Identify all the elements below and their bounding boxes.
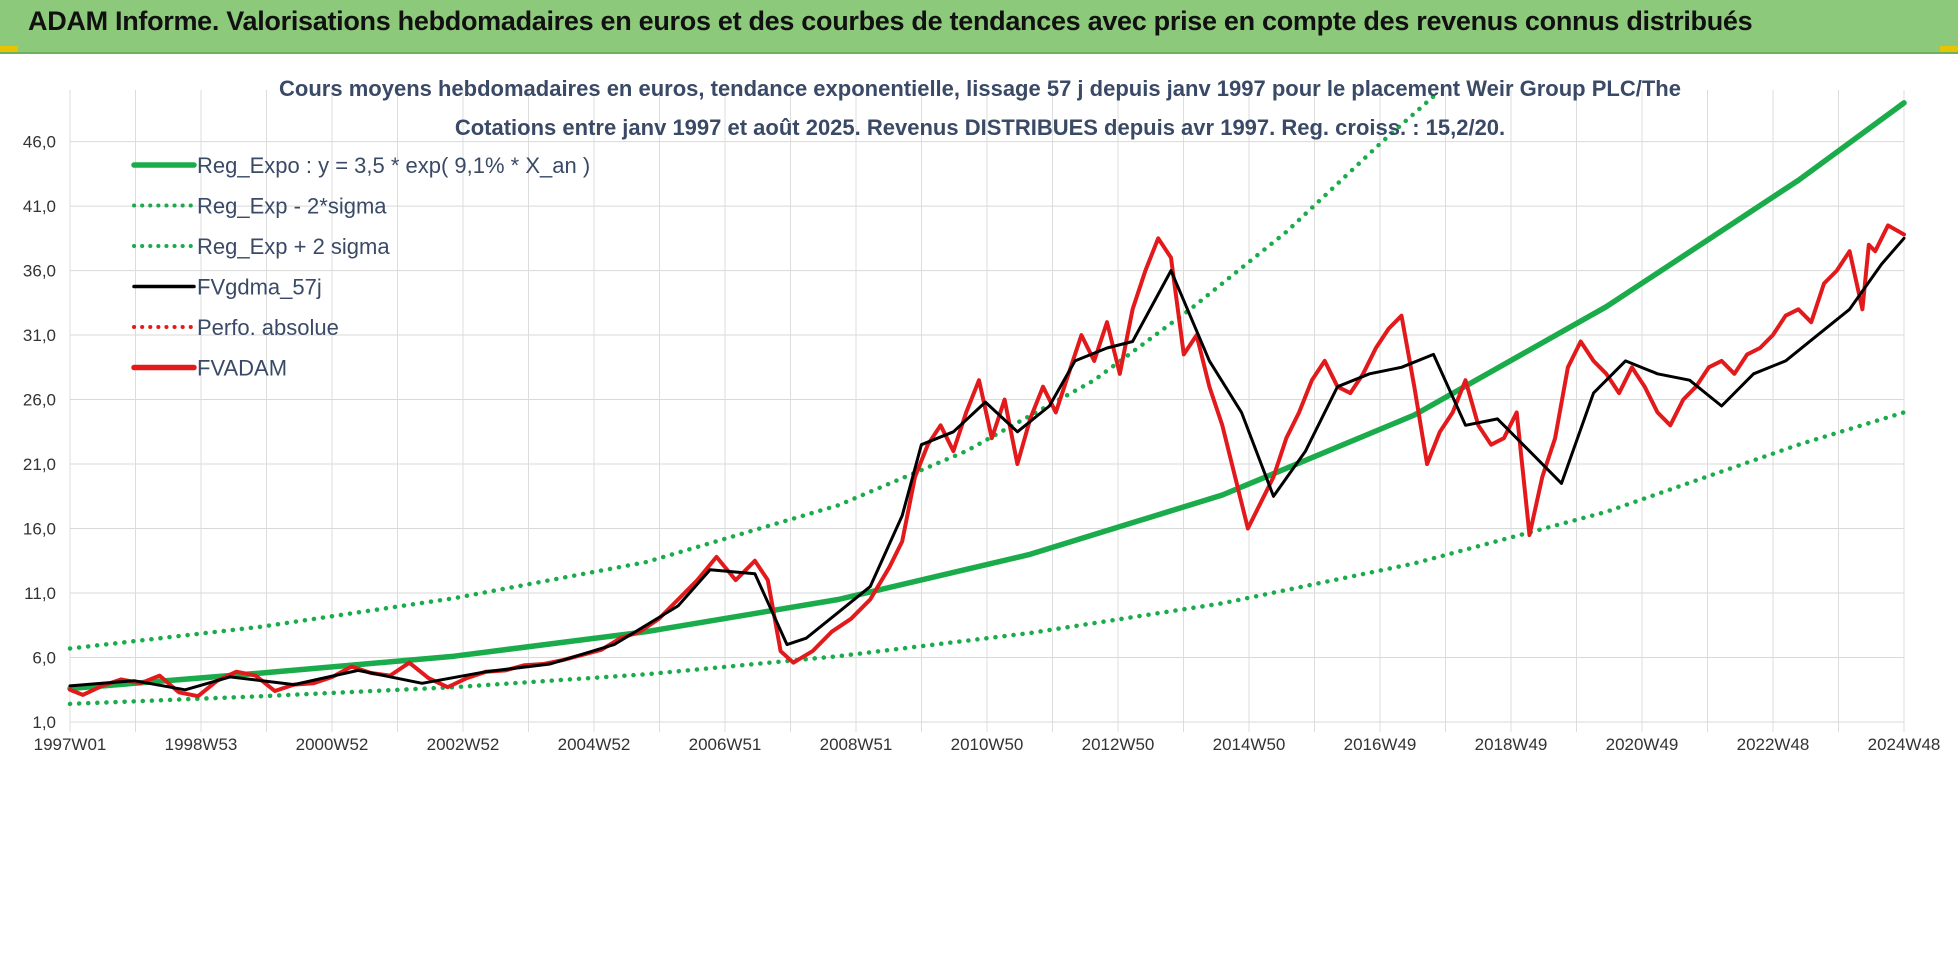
chart-title-line2: Cotations entre janv 1997 et août 2025. … (455, 115, 1505, 140)
x-axis-ticks: 1997W01 1998W53 2000W52 2002W52 2004W52 2006W… (34, 735, 1941, 754)
x-tick-label: 2002W52 (427, 735, 500, 754)
y-axis-ticks: 1,0 6,0 11,0 16,0 21,0 26,0 31,0 36,0 41,0 46,0 (23, 133, 56, 732)
corner-marker-left (0, 46, 18, 52)
y-tick-label: 21,0 (23, 455, 56, 474)
legend-label: Reg_Expo : y = 3,5 * exp( 9,1% * X_an ) (197, 153, 590, 178)
x-tick-label: 2024W48 (1868, 735, 1941, 754)
x-tick-label: 2008W51 (820, 735, 893, 754)
x-tick-label: 2014W50 (1213, 735, 1286, 754)
page-title: ADAM Informe. Valorisations hebdomadaire… (28, 6, 1753, 36)
chart-svg: Cours moyens hebdomadaires en euros, ten… (23, 76, 1941, 754)
y-tick-label: 36,0 (23, 262, 56, 281)
legend-label: Reg_Exp - 2*sigma (197, 194, 387, 219)
legend-label: FVgdma_57j (197, 275, 322, 300)
x-tick-label: 2006W51 (689, 735, 762, 754)
x-tick-label: 2018W49 (1475, 735, 1548, 754)
chart-title-line1: Cours moyens hebdomadaires en euros, ten… (279, 76, 1681, 101)
y-tick-label: 46,0 (23, 133, 56, 152)
chart-area: Cours moyens hebdomadaires en euros, ten… (0, 54, 1958, 978)
x-tick-label: 1998W53 (165, 735, 238, 754)
y-tick-label: 16,0 (23, 520, 56, 539)
corner-marker-right (1940, 46, 1958, 52)
x-tick-label: 2004W52 (558, 735, 631, 754)
series-layer (67, 94, 1907, 707)
x-tick-label: 2022W48 (1737, 735, 1810, 754)
series-line (67, 100, 1907, 692)
x-tick-label: 2012W50 (1082, 735, 1155, 754)
y-tick-label: 1,0 (32, 713, 56, 732)
y-tick-label: 26,0 (23, 391, 56, 410)
series-line (67, 94, 1436, 651)
x-tick-label: 2016W49 (1344, 735, 1417, 754)
x-tick-label: 2000W52 (296, 735, 369, 754)
y-tick-label: 31,0 (23, 326, 56, 345)
y-tick-label: 41,0 (23, 197, 56, 216)
y-tick-label: 6,0 (32, 649, 56, 668)
x-tick-label: 2010W50 (951, 735, 1024, 754)
x-tick-label: 2020W49 (1606, 735, 1679, 754)
series-line (68, 236, 1906, 692)
series-line (67, 410, 1907, 707)
header-bar: ADAM Informe. Valorisations hebdomadaire… (0, 0, 1958, 54)
x-tick-label: 1997W01 (34, 735, 107, 754)
y-tick-label: 11,0 (24, 584, 56, 603)
legend: Reg_Expo : y = 3,5 * exp( 9,1% * X_an ) R… (131, 153, 590, 381)
legend-label: Perfo. absolue (197, 315, 339, 340)
legend-label: FVADAM (197, 356, 287, 381)
series-line (68, 223, 1906, 699)
legend-label: Reg_Exp + 2 sigma (197, 234, 390, 259)
